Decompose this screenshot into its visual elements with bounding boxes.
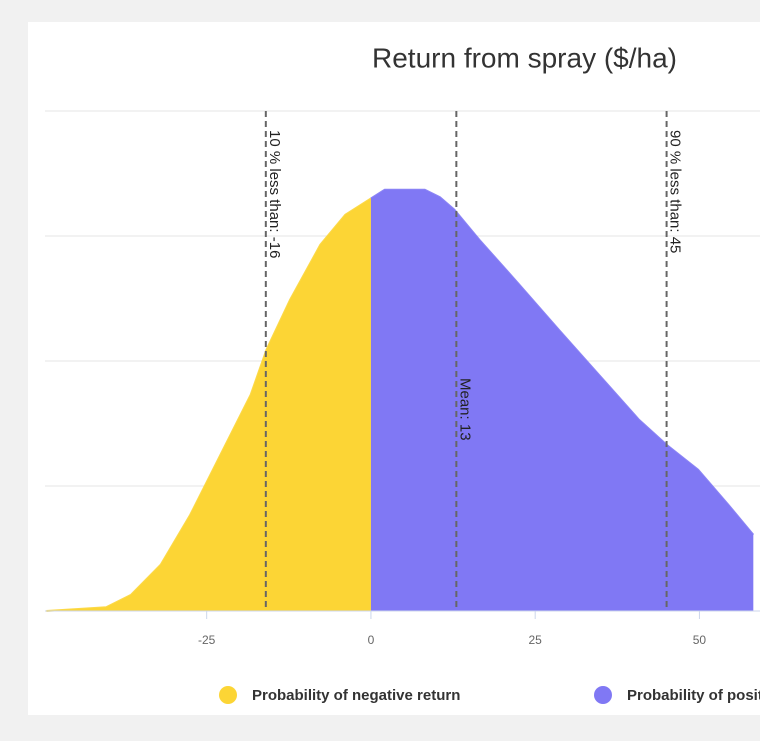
- x-tick-label: -25: [198, 633, 216, 647]
- x-tick-label: 25: [529, 633, 543, 647]
- area-line: [370, 188, 755, 536]
- legend-swatch: [594, 686, 612, 704]
- chart-title: Return from spray ($/ha): [372, 42, 677, 73]
- legend-label: Probability of negative return: [252, 687, 460, 704]
- area: [46, 198, 371, 611]
- x-tick-label: 50: [693, 633, 707, 647]
- annotation-label: 90 % less than: 45: [667, 130, 684, 253]
- annotation-label: Mean: 13: [456, 378, 473, 441]
- annotation-label: 10 % less than: -16: [266, 130, 283, 258]
- x-tick-label: 0: [368, 633, 375, 647]
- area: [370, 189, 754, 611]
- area-line: [46, 197, 372, 612]
- legend-label: Probability of positive return: [627, 687, 760, 704]
- legend-swatch: [219, 686, 237, 704]
